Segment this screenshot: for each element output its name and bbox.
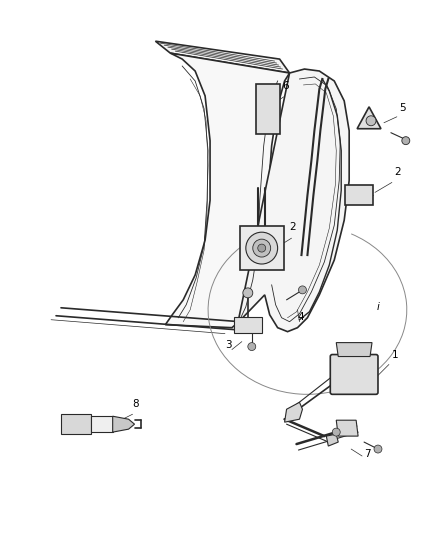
- Circle shape: [374, 445, 382, 453]
- Text: 2: 2: [394, 167, 400, 177]
- Polygon shape: [155, 41, 290, 73]
- Polygon shape: [336, 420, 358, 436]
- Circle shape: [253, 239, 271, 257]
- Text: 2: 2: [290, 222, 296, 232]
- FancyBboxPatch shape: [234, 317, 262, 333]
- FancyBboxPatch shape: [345, 185, 373, 205]
- FancyBboxPatch shape: [256, 84, 279, 134]
- FancyBboxPatch shape: [240, 226, 283, 270]
- FancyBboxPatch shape: [91, 416, 113, 432]
- Circle shape: [366, 116, 376, 126]
- Polygon shape: [326, 434, 338, 446]
- Circle shape: [246, 232, 278, 264]
- Polygon shape: [113, 416, 134, 432]
- FancyBboxPatch shape: [330, 354, 378, 394]
- Text: 7: 7: [364, 449, 371, 459]
- Text: 8: 8: [133, 399, 139, 409]
- Circle shape: [332, 428, 340, 436]
- Text: 5: 5: [399, 103, 406, 113]
- Polygon shape: [336, 343, 372, 357]
- Circle shape: [298, 286, 307, 294]
- Circle shape: [402, 136, 410, 144]
- Polygon shape: [165, 53, 290, 328]
- FancyBboxPatch shape: [61, 414, 91, 434]
- Text: 1: 1: [392, 350, 399, 360]
- Circle shape: [248, 343, 256, 351]
- Text: 3: 3: [225, 340, 232, 350]
- Polygon shape: [238, 69, 349, 332]
- Circle shape: [243, 288, 253, 298]
- Text: 4: 4: [297, 312, 304, 322]
- Polygon shape: [285, 402, 303, 422]
- Text: i: i: [377, 302, 380, 312]
- Text: 6: 6: [283, 81, 289, 91]
- Circle shape: [258, 244, 266, 252]
- Polygon shape: [357, 107, 381, 129]
